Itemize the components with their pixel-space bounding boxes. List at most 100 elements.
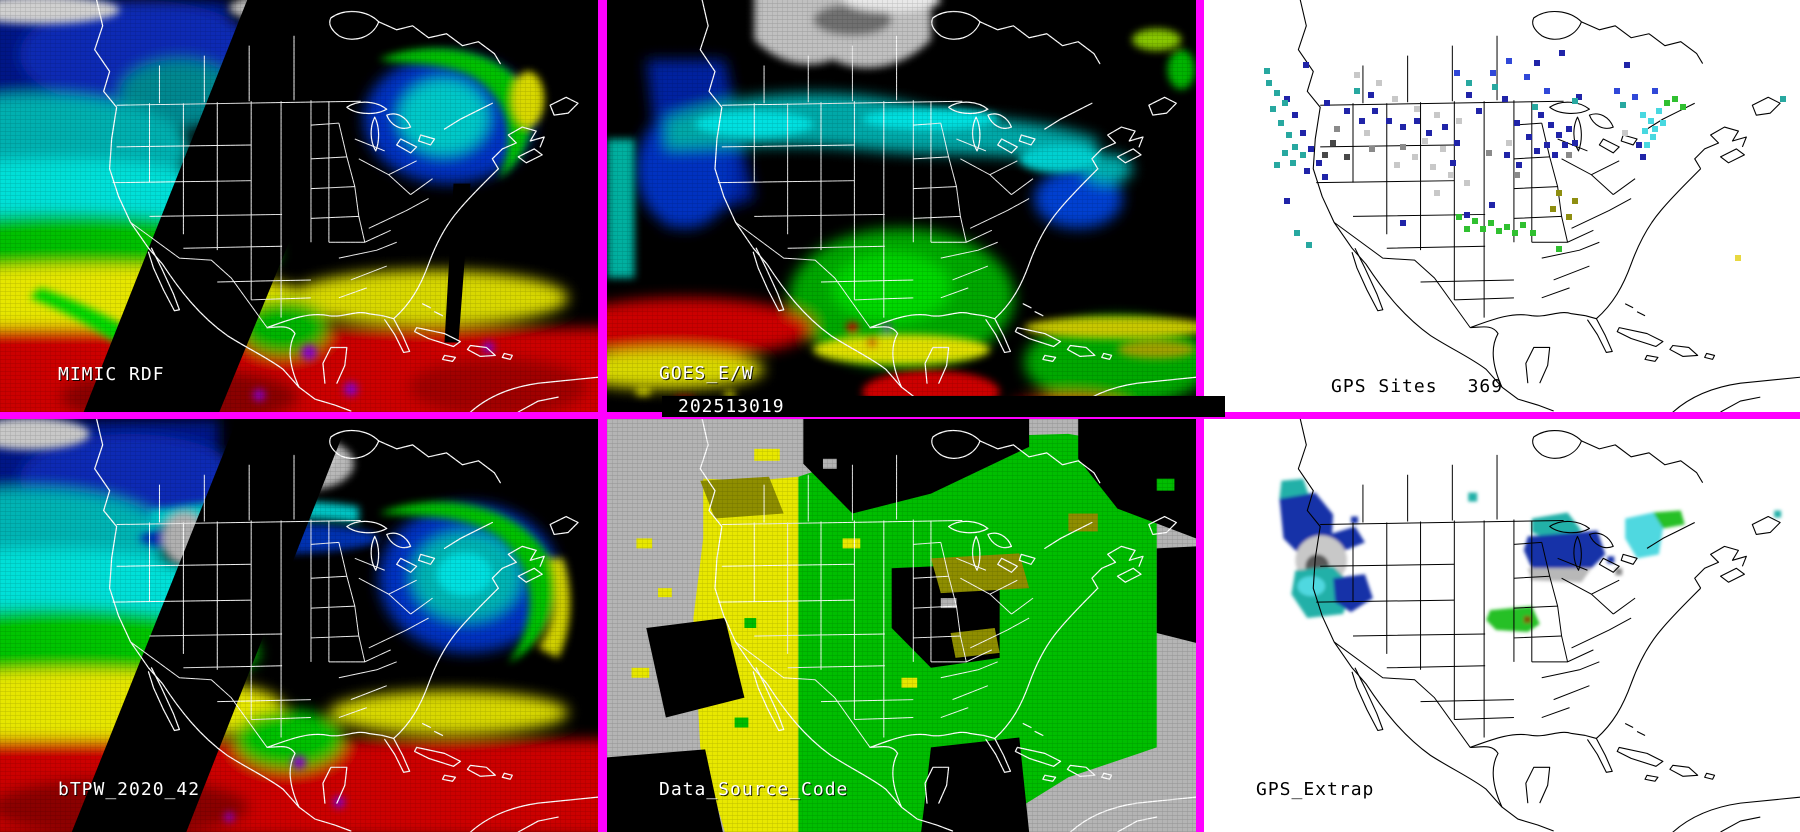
gps-site-dot <box>1632 94 1638 100</box>
gps-site-dot <box>1532 104 1538 110</box>
gps-site-dot <box>1394 162 1400 168</box>
gps-site-dot <box>1472 218 1478 224</box>
btpw-label: bTPW_2020_42 <box>58 779 201 800</box>
gps-site-dot <box>1544 88 1550 94</box>
gps-site-dot <box>1369 146 1375 152</box>
gps-site-dot <box>1562 142 1568 148</box>
gps-site-dot <box>1650 134 1656 140</box>
gps-site-dot <box>1652 88 1658 94</box>
gps-site-dot <box>1284 96 1290 102</box>
gps-site-dot <box>1576 94 1582 100</box>
gps-site-dot <box>1490 70 1496 76</box>
gps-site-dot <box>1680 104 1686 110</box>
gps-site-dot <box>1624 62 1630 68</box>
gps-site-dot <box>1359 118 1365 124</box>
gps-site-dot <box>1504 152 1510 158</box>
gps-site-dot <box>1652 126 1658 132</box>
gps-site-dot <box>1284 198 1290 204</box>
gps-site-dot <box>1476 108 1482 114</box>
gps-site-dot <box>1354 88 1360 94</box>
gps-site-dot <box>1735 255 1741 261</box>
gps-site-dot <box>1640 154 1646 160</box>
mimic-rdf-label: MIMIC RDF <box>58 364 165 385</box>
gps-site-dot <box>1316 160 1322 166</box>
gps-site-dot <box>1264 68 1270 74</box>
gps-site-dot <box>1614 88 1620 94</box>
gps-site-dot <box>1303 62 1309 68</box>
gps-site-dot <box>1286 132 1292 138</box>
gps-site-dot <box>1430 164 1436 170</box>
gps-site-dot <box>1464 212 1470 218</box>
gps-site-dot <box>1292 112 1298 118</box>
gps-site-dot <box>1489 202 1495 208</box>
gps-site-dot <box>1504 224 1510 230</box>
gps-site-dot <box>1556 190 1562 196</box>
gps-site-dot <box>1450 160 1456 166</box>
gps-site-dot <box>1354 72 1360 78</box>
gps-site-dot <box>1274 162 1280 168</box>
gps-site-dot <box>1464 226 1470 232</box>
gps-site-dot <box>1480 226 1486 232</box>
gps-site-dot <box>1566 214 1572 220</box>
gps-site-dot <box>1622 130 1628 136</box>
btpw-image <box>0 419 598 832</box>
data-source-label: Data_Source_Code <box>659 779 849 800</box>
data-source-image <box>607 419 1196 832</box>
gps-site-dot <box>1642 128 1648 134</box>
gps-site-dot <box>1548 122 1554 128</box>
gps-site-dot <box>1456 214 1462 220</box>
gps-site-dot <box>1414 106 1420 112</box>
gps-sites-count: 369 <box>1467 376 1504 397</box>
gps-site-dot <box>1448 172 1454 178</box>
gps-site-dot <box>1512 230 1518 236</box>
gps-site-dot <box>1656 108 1662 114</box>
gps-site-dot <box>1492 84 1498 90</box>
panel-data-source-code[interactable]: Data_Source_Code <box>607 419 1196 832</box>
gps-site-dot <box>1572 198 1578 204</box>
gps-site-dot <box>1502 96 1508 102</box>
gps-site-dot <box>1559 50 1565 56</box>
gps-site-dot <box>1322 174 1328 180</box>
gps-site-dot <box>1400 220 1406 226</box>
gps-site-dot <box>1640 112 1646 118</box>
gps-site-dot <box>1572 140 1578 146</box>
gps-site-dot <box>1290 160 1296 166</box>
gps-site-dot <box>1434 190 1440 196</box>
gps-site-dot <box>1566 152 1572 158</box>
gps-site-dot <box>1294 230 1300 236</box>
gps-site-dot <box>1392 96 1398 102</box>
gps-sites-label-text: GPS Sites <box>1331 376 1438 397</box>
gps-site-dot <box>1506 58 1512 64</box>
gps-site-dot <box>1456 118 1462 124</box>
panel-btpw[interactable]: bTPW_2020_42 <box>0 419 598 832</box>
gps-site-dot <box>1488 220 1494 226</box>
gps-site-dot <box>1334 126 1340 132</box>
gps-site-dot <box>1672 96 1678 102</box>
gps-site-dot <box>1324 100 1330 106</box>
gps-site-dot <box>1544 142 1550 148</box>
gps-extrap-label: GPS_Extrap <box>1256 779 1375 800</box>
gps-site-dot <box>1414 118 1420 124</box>
mimic-rdf-image <box>0 0 598 412</box>
timestamp-text: 202513019 <box>678 396 785 417</box>
gps-site-dot <box>1496 228 1502 234</box>
gps-site-dot <box>1442 124 1448 130</box>
gps-site-dot <box>1466 92 1472 98</box>
gps-site-dot <box>1376 80 1382 86</box>
panel-goes-ew[interactable]: GOES_E/W <box>607 0 1196 412</box>
gps-sites-dots <box>1204 0 1800 412</box>
gps-site-dot <box>1308 146 1314 152</box>
gps-site-dot <box>1530 230 1536 236</box>
gps-site-dot <box>1486 150 1492 156</box>
gps-site-dot <box>1364 130 1370 136</box>
panel-gps-sites[interactable]: GPS Sites 369 <box>1204 0 1800 412</box>
gps-site-dot <box>1368 92 1374 98</box>
gps-site-dot <box>1344 108 1350 114</box>
panel-gps-extrap[interactable]: GPS_Extrap <box>1204 419 1800 832</box>
gps-extrap-map <box>1204 419 1800 832</box>
gps-site-dot <box>1464 180 1470 186</box>
panel-mimic-rdf[interactable]: MIMIC RDF <box>0 0 598 412</box>
gps-site-dot <box>1440 146 1446 152</box>
gps-site-dot <box>1278 120 1284 126</box>
gps-site-dot <box>1282 150 1288 156</box>
